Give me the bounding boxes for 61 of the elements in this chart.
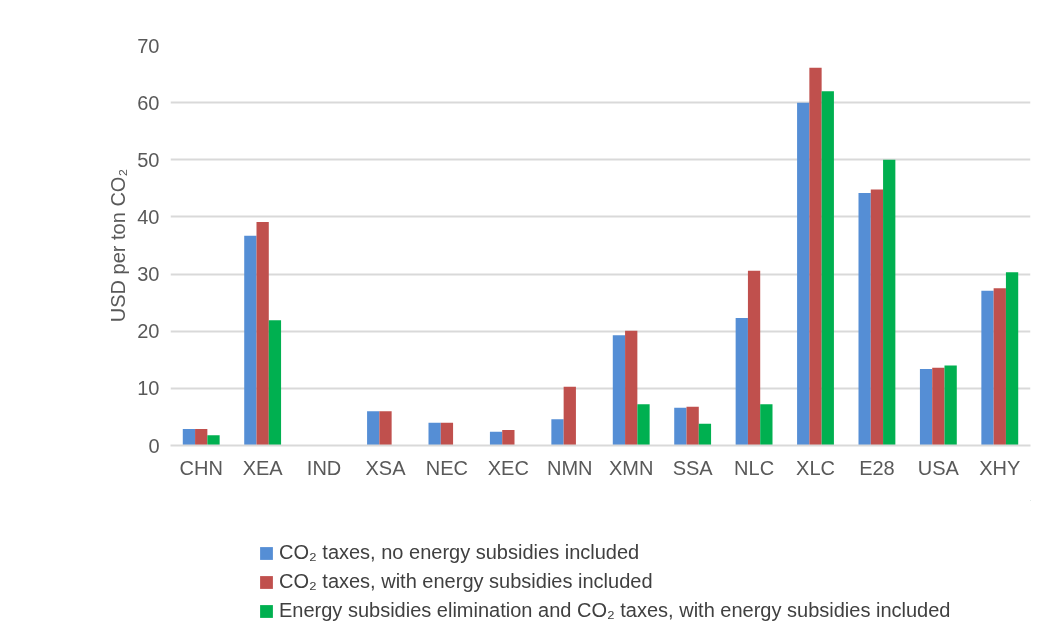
y-tick-label: 50 bbox=[137, 148, 160, 171]
y-tick-label: 40 bbox=[137, 205, 160, 228]
bar bbox=[747, 270, 761, 446]
x-tick-label: NMN bbox=[547, 456, 593, 479]
bar bbox=[686, 406, 699, 446]
x-tick-label: XEC bbox=[487, 456, 529, 479]
x-tick-label: IND bbox=[306, 456, 342, 479]
bar bbox=[268, 320, 282, 446]
bar bbox=[944, 365, 957, 446]
bar bbox=[625, 330, 638, 446]
x-tick-label: USA bbox=[917, 456, 960, 479]
bar bbox=[932, 367, 945, 446]
bar bbox=[502, 430, 515, 446]
bar bbox=[821, 91, 834, 446]
bar bbox=[883, 159, 896, 446]
x-tick-label: XLC bbox=[796, 456, 835, 479]
legend-label: Energy subsidies elimination and CO₂ taxes, with energy subsidies included bbox=[279, 599, 951, 622]
y-tick-label: 60 bbox=[137, 91, 160, 114]
bar bbox=[698, 423, 712, 446]
legend-label: CO₂ taxes, with energy subsidies included bbox=[279, 570, 653, 593]
bar bbox=[551, 419, 564, 446]
bar bbox=[870, 189, 884, 446]
x-tick-label: NLC bbox=[734, 456, 775, 479]
bar bbox=[674, 407, 687, 446]
bar bbox=[489, 431, 503, 446]
bar bbox=[760, 404, 773, 446]
x-tick-label: E28 bbox=[859, 456, 895, 479]
bar bbox=[379, 411, 392, 446]
bar bbox=[809, 67, 822, 446]
bar bbox=[612, 335, 626, 446]
bar bbox=[735, 318, 748, 446]
bar bbox=[182, 428, 196, 446]
bar bbox=[367, 411, 380, 446]
bar bbox=[244, 235, 257, 446]
x-tick-label: XHY bbox=[979, 456, 1021, 479]
bar bbox=[858, 192, 871, 446]
legend-label: CO₂ taxes, no energy subsidies included bbox=[279, 541, 640, 564]
bar bbox=[919, 368, 933, 446]
bar bbox=[993, 288, 1006, 446]
bar bbox=[195, 428, 208, 446]
x-tick-label: XMN bbox=[608, 456, 654, 479]
y-tick-label: 10 bbox=[137, 377, 160, 400]
y-tick-label: 20 bbox=[137, 320, 160, 343]
bar bbox=[440, 422, 454, 446]
y-tick-label: 70 bbox=[137, 34, 160, 57]
y-axis-title: USD per ton CO₂ bbox=[107, 168, 130, 323]
bar bbox=[1005, 272, 1019, 446]
y-tick-label: 30 bbox=[137, 263, 160, 286]
bar bbox=[428, 422, 441, 446]
x-tick-label: SSA bbox=[672, 456, 714, 479]
bar bbox=[637, 404, 650, 446]
bar bbox=[981, 290, 994, 446]
bar bbox=[207, 435, 220, 446]
x-tick-label: XEA bbox=[242, 456, 284, 479]
bar bbox=[256, 222, 269, 446]
bar bbox=[563, 386, 576, 446]
y-tick-label: 0 bbox=[148, 434, 160, 457]
x-tick-label: CHN bbox=[179, 456, 223, 479]
x-tick-label: XSA bbox=[365, 456, 407, 479]
x-tick-label: NEC bbox=[425, 456, 469, 479]
bar bbox=[797, 102, 810, 446]
